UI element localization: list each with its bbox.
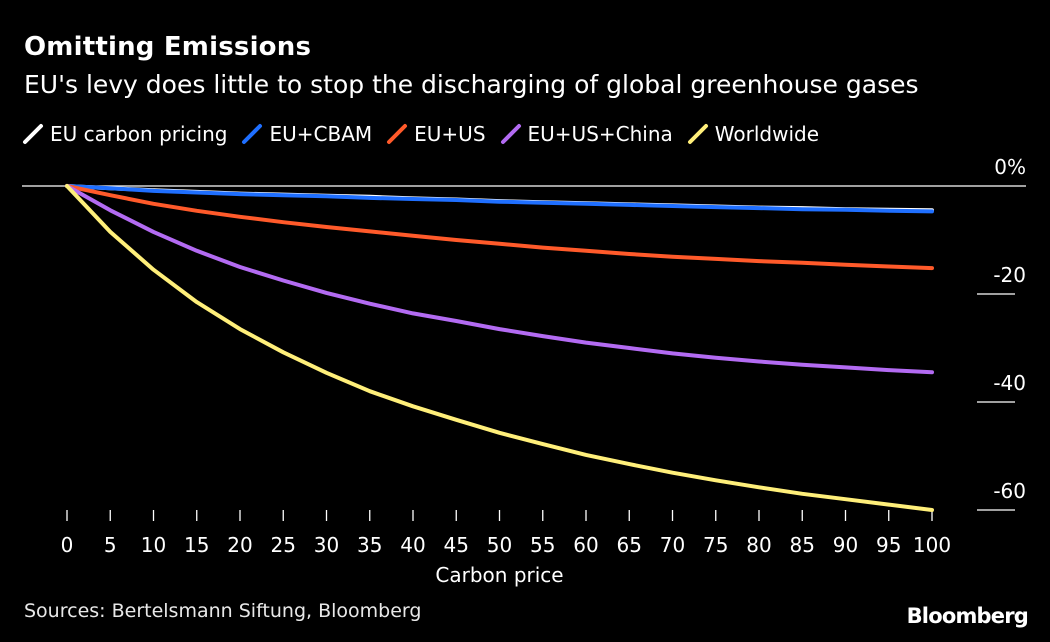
- x-tick-label: 15: [184, 533, 209, 557]
- x-tick-label: 25: [271, 533, 296, 557]
- legend-label: EU+CBAM: [269, 122, 373, 146]
- legend-label: EU+US: [414, 122, 486, 146]
- x-tick-label: 55: [530, 533, 555, 557]
- y-tick-label: -20: [993, 263, 1026, 287]
- legend-item-eu-cbam: EU+CBAM: [241, 122, 372, 146]
- series-line-eu-cbam: [65, 184, 934, 214]
- x-tick-label: 60: [573, 533, 598, 557]
- y-tick-label: 0%: [994, 155, 1026, 179]
- x-tick-label: 100: [913, 533, 951, 557]
- legend-item-eu-us-china: EU+US+China: [500, 122, 673, 146]
- source-note: Sources: Bertelsmann Siftung, Bloomberg: [24, 600, 422, 622]
- x-tick-label: 65: [617, 533, 642, 557]
- bloomberg-logo: Bloomberg: [906, 604, 1029, 628]
- x-tick-label: 85: [790, 533, 815, 557]
- chart-title: Omitting Emissions: [24, 32, 312, 62]
- x-tick-label: 10: [141, 533, 166, 557]
- legend-swatch-worldwide: [687, 124, 708, 144]
- legend-swatch-eu-us: [387, 124, 408, 144]
- x-tick-label: 30: [314, 533, 339, 557]
- x-tick-label: 5: [104, 533, 117, 557]
- series-line-worldwide: [65, 184, 934, 512]
- x-tick-label: 0: [61, 533, 74, 557]
- x-tick-label: 50: [487, 533, 512, 557]
- legend-label: EU carbon pricing: [50, 122, 228, 146]
- y-tick-label: -40: [993, 371, 1026, 395]
- legend: EU carbon pricing EU+CBAM EU+US EU+US+Ch…: [22, 122, 833, 146]
- x-tick-label: 75: [703, 533, 728, 557]
- x-tick-label: 70: [660, 533, 685, 557]
- legend-label: Worldwide: [714, 122, 820, 146]
- legend-item-eu-us: EU+US: [386, 122, 486, 146]
- series-line-eu-us: [65, 184, 934, 271]
- legend-item-worldwide: Worldwide: [687, 122, 819, 146]
- chart-subtitle: EU's levy does little to stop the discha…: [24, 70, 919, 99]
- x-tick-label: 45: [444, 533, 469, 557]
- x-tick-label: 20: [227, 533, 252, 557]
- legend-swatch-eu-us-china: [500, 124, 521, 144]
- x-axis-label: Carbon price: [435, 563, 563, 587]
- legend-swatch-eu-cbam: [242, 124, 263, 144]
- legend-label: EU+US+China: [527, 122, 673, 146]
- series-line-eu-us-china: [65, 184, 934, 375]
- x-tick-label: 40: [400, 533, 425, 557]
- x-tick-label: 35: [357, 533, 382, 557]
- legend-swatch-eu-carbon-pricing: [23, 124, 43, 144]
- series-line-eu-carbon-pricing: [65, 184, 934, 213]
- x-tick-label: 80: [746, 533, 771, 557]
- y-tick-label: -60: [993, 479, 1026, 503]
- x-tick-label: 90: [833, 533, 858, 557]
- x-tick-label: 95: [876, 533, 901, 557]
- legend-item-eu-carbon-pricing: EU carbon pricing: [22, 122, 227, 146]
